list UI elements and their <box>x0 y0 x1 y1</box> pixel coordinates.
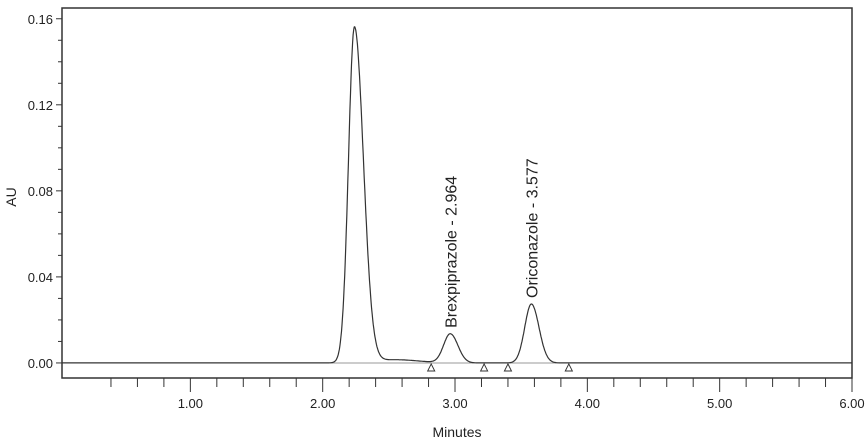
y-tick-label: 0.04 <box>28 270 53 285</box>
integration-marker <box>479 362 489 372</box>
y-tick-label: 0.12 <box>28 98 53 113</box>
y-tick-label: 0.08 <box>28 184 53 199</box>
plot-frame <box>61 7 853 379</box>
x-tick-label: 5.00 <box>707 396 732 411</box>
x-tick-label: 4.00 <box>575 396 600 411</box>
y-tick-label: 0.16 <box>28 12 53 27</box>
y-tick-label: 0.00 <box>28 356 53 371</box>
chromatogram-trace <box>62 26 852 364</box>
x-tick-label: 1.00 <box>178 396 203 411</box>
integration-marker <box>426 362 436 372</box>
peak-label: Oriconazole - 3.577 <box>524 158 541 298</box>
integration-marker <box>564 362 574 372</box>
x-tick-label: 3.00 <box>442 396 467 411</box>
x-tick-label: 2.00 <box>310 396 335 411</box>
x-tick-label: 6.00 <box>839 396 864 411</box>
integration-marker <box>503 362 513 372</box>
peak-label: Brexpiprazole - 2.964 <box>443 176 460 328</box>
y-axis-label: AU <box>3 187 19 206</box>
x-axis-label: Minutes <box>432 424 481 440</box>
